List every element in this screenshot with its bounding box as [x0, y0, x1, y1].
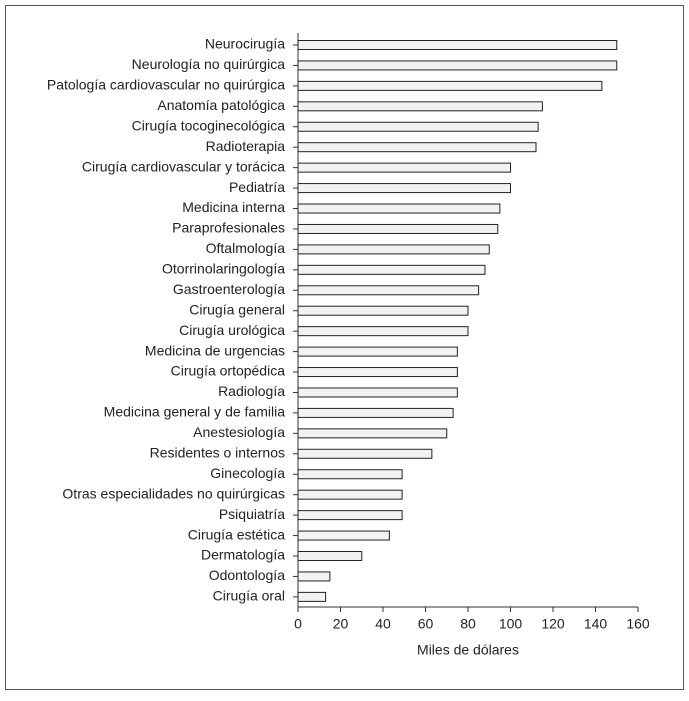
y-tick-label: Paraprofesionales	[172, 220, 285, 236]
y-tick-label: Cirugía oral	[213, 588, 285, 604]
x-tick-label: 160	[626, 616, 650, 632]
bar	[297, 510, 403, 521]
bar	[297, 121, 539, 132]
bar	[297, 530, 390, 541]
bar	[297, 223, 499, 234]
bar	[297, 428, 448, 439]
bar	[297, 448, 433, 459]
x-tick-label: 60	[418, 616, 434, 632]
bar	[297, 101, 543, 112]
bar	[297, 244, 490, 255]
bar	[297, 387, 458, 398]
x-tick-label: 100	[499, 616, 523, 632]
bar	[297, 142, 537, 153]
y-tick-label: Cirugía general	[189, 301, 285, 317]
x-tick-label: 40	[375, 616, 391, 632]
y-tick-label: Oftalmología	[206, 240, 286, 256]
bar	[297, 489, 403, 500]
y-tick-label: Cirugía cardiovascular y torácica	[82, 158, 285, 174]
bar	[297, 551, 363, 561]
bar	[297, 367, 458, 378]
bar	[297, 326, 469, 337]
y-tick-label: Medicina general y de familia	[104, 404, 286, 420]
y-tick-label: Cirugía ortopédica	[171, 363, 286, 379]
bar	[297, 264, 486, 275]
bar	[297, 285, 480, 296]
y-tick-label: Odontología	[209, 567, 285, 583]
y-tick-label: Pediatría	[229, 179, 285, 195]
y-tick-label: Anestesiología	[193, 424, 285, 440]
y-tick-label: Patología cardiovascular no quirúrgica	[47, 77, 285, 93]
y-tick-label: Gastroenterología	[173, 281, 285, 297]
y-tick-label: Psiquiatría	[219, 506, 285, 522]
y-tick-label: Cirugía urológica	[179, 322, 285, 338]
x-tick-label: 20	[333, 616, 349, 632]
y-tick-label: Medicina de urgencias	[145, 342, 285, 358]
x-tick-label: 80	[460, 616, 476, 632]
x-axis-title: Miles de dólares	[417, 642, 519, 658]
y-tick-label: Otorrinolaringología	[162, 261, 285, 277]
x-tick-label: 0	[294, 616, 302, 632]
bar	[297, 305, 469, 316]
y-tick-label: Medicina interna	[182, 199, 285, 215]
bar	[297, 162, 511, 173]
y-tick-label: Ginecología	[210, 465, 285, 481]
y-tick-label: Neurocirugía	[205, 36, 285, 52]
bar	[297, 571, 331, 582]
bar	[297, 407, 454, 418]
y-tick-label: Otras especialidades no quirúrgicas	[62, 485, 285, 501]
bar	[297, 60, 618, 71]
bar	[297, 203, 501, 214]
frame	[5, 5, 684, 690]
y-tick-label: Cirugía tocoginecológica	[132, 117, 286, 133]
bar	[297, 183, 511, 194]
bar	[297, 40, 618, 50]
y-tick-label: Residentes o internos	[150, 445, 285, 461]
bar	[297, 346, 458, 357]
x-tick-label: 120	[541, 616, 565, 632]
y-tick-label: Radioterapia	[206, 138, 286, 154]
y-tick-label: Cirugía estética	[188, 526, 285, 542]
y-tick-label: Dermatología	[201, 547, 285, 563]
bar	[297, 469, 403, 480]
bar	[297, 80, 603, 91]
x-tick-label: 140	[584, 616, 608, 632]
bar	[297, 591, 327, 602]
y-tick-label: Radiología	[218, 383, 285, 399]
y-tick-label: Anatomía patológica	[157, 97, 285, 113]
y-tick-label: Neurología no quirúrgica	[132, 56, 286, 72]
